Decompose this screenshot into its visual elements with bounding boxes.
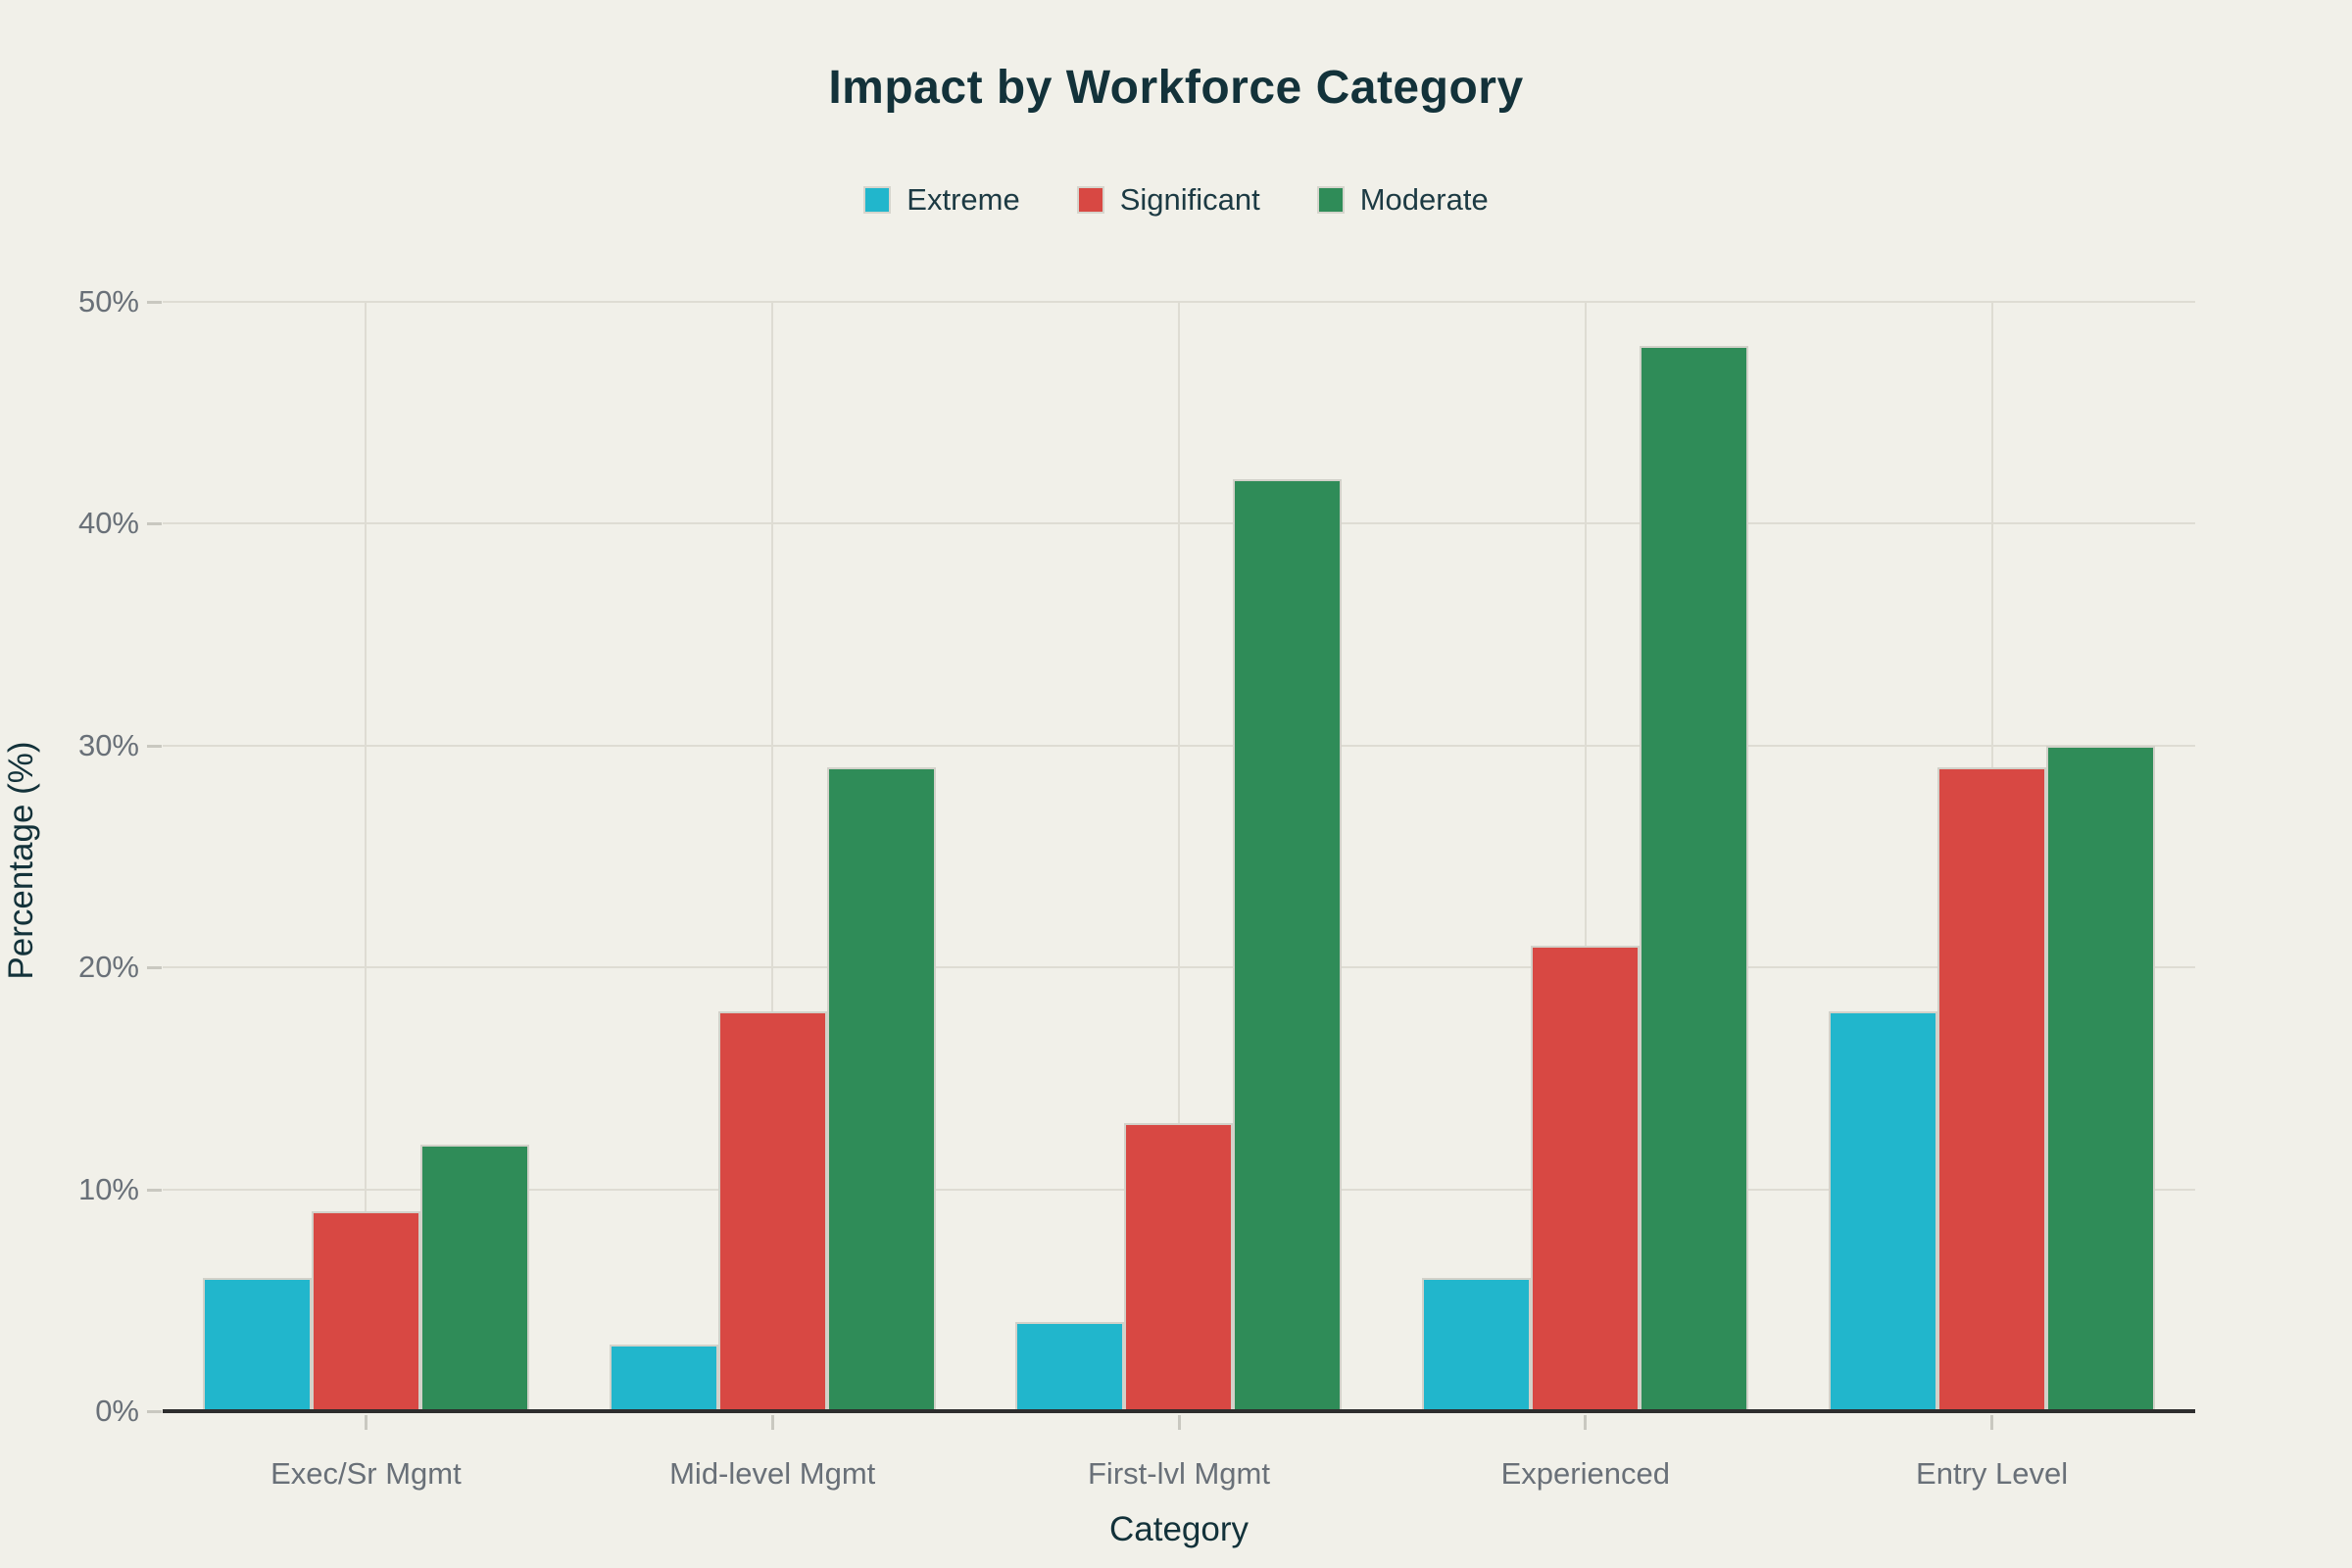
x-tick-label-exec-sr-mgmt: Exec/Sr Mgmt [270, 1456, 462, 1491]
x-tick-dash-exec-sr-mgmt [364, 1415, 368, 1430]
bar-group-mid-level-mgmt [569, 302, 976, 1411]
bar-first-lvl-mgmt-significant [1124, 1122, 1234, 1411]
legend-swatch-extreme [863, 186, 892, 214]
bar-exec-sr-mgmt-significant [311, 1211, 420, 1411]
x-tick-dash-mid-level-mgmt [770, 1415, 774, 1430]
bar-entry-level-extreme [1829, 1011, 1938, 1411]
y-tick-dash-20 [147, 966, 162, 970]
legend-label-extreme: Extreme [906, 182, 1020, 217]
legend-swatch-moderate [1316, 186, 1345, 214]
x-tick-dash-entry-level [1990, 1415, 1994, 1430]
gridline-v-experienced [1584, 302, 1587, 1411]
x-tick-label-first-lvl-mgmt: First-lvl Mgmt [1088, 1456, 1270, 1491]
bar-experienced-moderate [1640, 346, 1749, 1411]
bar-entry-level-moderate [2046, 745, 2156, 1411]
bar-mid-level-mgmt-extreme [609, 1345, 718, 1411]
x-tick-label-entry-level: Entry Level [1916, 1456, 2069, 1491]
legend-item-moderate: Moderate [1316, 182, 1489, 218]
y-tick-label-30: 30% [77, 727, 139, 762]
bar-experienced-extreme [1422, 1278, 1532, 1411]
y-tick-dash-50 [147, 301, 162, 304]
x-tick-dash-experienced [1584, 1415, 1588, 1430]
bar-first-lvl-mgmt-extreme [1015, 1322, 1125, 1411]
legend: Extreme Significant Moderate [0, 182, 2352, 218]
legend-label-significant: Significant [1119, 182, 1260, 217]
chart-title: Impact by Workforce Category [828, 62, 1524, 114]
legend-label-moderate: Moderate [1359, 182, 1489, 217]
bar-group-entry-level [1788, 302, 2195, 1411]
bar-mid-level-mgmt-significant [717, 1011, 827, 1411]
y-tick-label-20: 20% [77, 950, 139, 985]
bar-exec-sr-mgmt-moderate [419, 1145, 529, 1411]
gridline-v-first-lvl-mgmt [1178, 302, 1180, 1411]
x-axis-title: Category [1108, 1510, 1250, 1548]
bar-group-first-lvl-mgmt [976, 302, 1383, 1411]
y-tick-label-0: 0% [95, 1394, 139, 1428]
legend-item-extreme: Extreme [863, 182, 1020, 218]
bar-group-exec-sr-mgmt [163, 302, 569, 1411]
bar-exec-sr-mgmt-extreme [202, 1278, 312, 1411]
bar-mid-level-mgmt-moderate [826, 767, 936, 1411]
x-tick-label-experienced: Experienced [1500, 1456, 1670, 1491]
bar-experienced-significant [1531, 945, 1641, 1411]
y-tick-dash-30 [147, 744, 162, 748]
y-tick-dash-40 [147, 522, 162, 526]
y-tick-label-50: 50% [77, 284, 139, 318]
y-tick-dash-10 [147, 1188, 162, 1192]
y-tick-label-10: 10% [77, 1171, 139, 1206]
legend-item-significant: Significant [1076, 182, 1260, 218]
y-tick-dash-0 [147, 1410, 162, 1413]
plot-area [163, 301, 2195, 1411]
x-axis-line [163, 1409, 2195, 1413]
gridline-v-mid-level-mgmt [771, 302, 774, 1411]
bar-first-lvl-mgmt-moderate [1233, 479, 1343, 1411]
y-tick-label-40: 40% [77, 506, 139, 541]
legend-swatch-significant [1076, 186, 1104, 214]
x-tick-label-mid-level-mgmt: Mid-level Mgmt [669, 1456, 876, 1491]
bar-entry-level-significant [1937, 767, 2047, 1411]
bar-group-experienced [1382, 302, 1788, 1411]
gridline-v-exec-sr-mgmt [365, 302, 368, 1411]
x-tick-dash-first-lvl-mgmt [1177, 1415, 1181, 1430]
